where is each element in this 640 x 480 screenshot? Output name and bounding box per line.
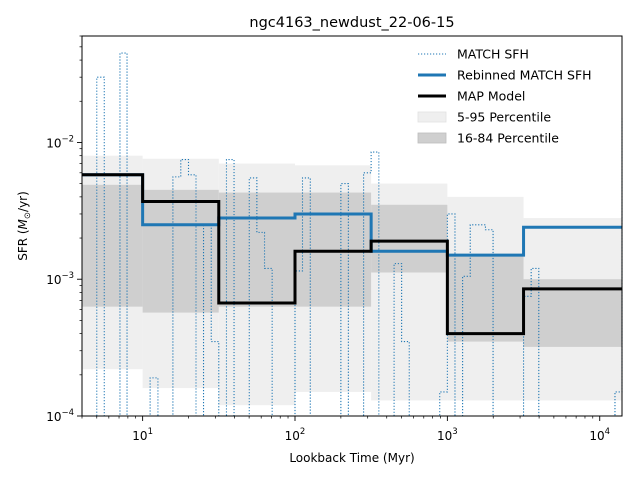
legend: MATCH SFH Rebinned MATCH SFH MAP Model 5-95…: [417, 47, 592, 146]
y-tick-label: 10−2: [46, 134, 74, 150]
x-tick-label: 101: [132, 427, 153, 443]
legend-swatch-5-95-percentile: [417, 111, 447, 123]
rebinned-match-sfh-line: [82, 173, 622, 257]
16-84-percentile-band-segment: [82, 184, 143, 307]
y-tick-label: 10−3: [46, 271, 74, 287]
x-tick-label: 104: [589, 427, 610, 443]
y-axis-label-suffix: /yr): [16, 191, 30, 212]
16-84-percentile-band-segment: [295, 192, 372, 307]
chart-title: ngc4163_newdust_22-06-15: [249, 15, 454, 31]
legend-swatch-16-84-percentile: [417, 132, 447, 144]
legend-label-rebinned-match-sfh: Rebinned MATCH SFH: [457, 68, 592, 83]
y-axis-label-symbol: M: [16, 218, 30, 229]
16-84-percentile-band-segment: [371, 204, 448, 273]
16-84-percentile-band-segment: [447, 255, 524, 342]
y-axis-label: SFR (M⊙/yr): [16, 191, 33, 261]
16-84-percentile-band-segment: [523, 279, 622, 347]
legend-label-16-84-percentile: 16-84 Percentile: [457, 131, 559, 146]
16-84-percentile-band-segment: [218, 192, 295, 307]
bands-layer: [82, 155, 622, 406]
x-tick-label: 102: [285, 427, 306, 443]
y-axis-label-prefix: SFR (: [16, 229, 30, 260]
legend-label-map-model: MAP Model: [457, 89, 525, 104]
ticks-layer: 101 102 103 104 10−4 10−3 10−2: [46, 35, 610, 443]
map-model-line: [82, 173, 622, 336]
y-axis-label-sub: ⊙: [23, 212, 33, 219]
y-tick-label: 10−4: [46, 408, 74, 424]
plot-frame: [81, 35, 623, 417]
legend-label-match-sfh: MATCH SFH: [457, 47, 529, 62]
x-tick-label: 103: [437, 427, 458, 443]
x-axis-label: Lookback Time (Myr): [289, 451, 414, 465]
legend-label-5-95-percentile: 5-95 Percentile: [457, 110, 551, 125]
16-84-percentile-band-segment: [142, 189, 219, 313]
